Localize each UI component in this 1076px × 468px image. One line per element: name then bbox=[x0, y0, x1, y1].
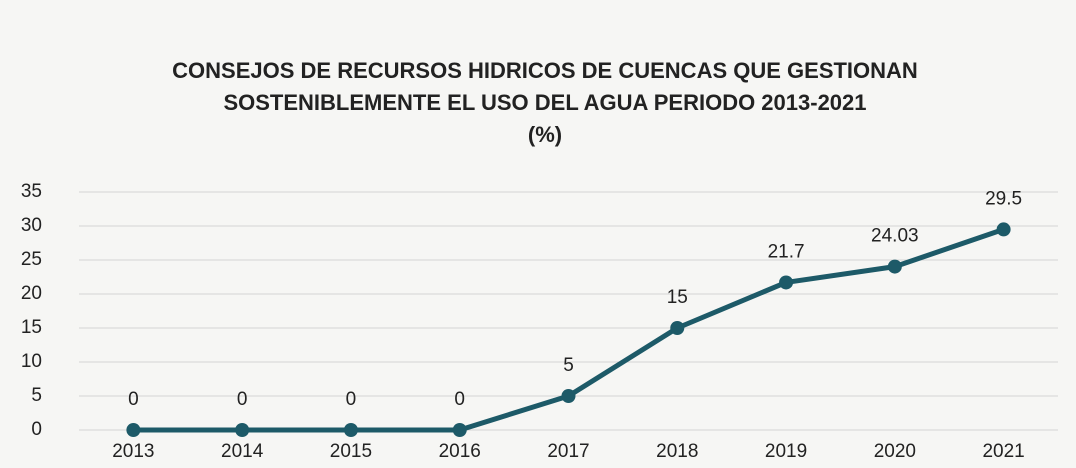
marker bbox=[779, 275, 794, 290]
data-label: 21.7 bbox=[768, 241, 805, 262]
marker bbox=[126, 423, 141, 437]
y-tick-label: 20 bbox=[21, 283, 42, 304]
marker bbox=[452, 423, 467, 437]
chart-title: (%) bbox=[528, 122, 562, 147]
y-tick-label: 5 bbox=[31, 385, 42, 406]
x-tick-label: 2021 bbox=[982, 441, 1024, 462]
x-tick-label: 2018 bbox=[656, 441, 698, 462]
y-tick-label: 25 bbox=[21, 249, 42, 270]
data-label: 0 bbox=[346, 389, 357, 410]
y-tick-label: 10 bbox=[21, 351, 42, 372]
x-tick-label: 2014 bbox=[221, 441, 264, 462]
data-label: 0 bbox=[454, 389, 465, 410]
data-label: 29.5 bbox=[985, 188, 1022, 209]
chart-title: CONSEJOS DE RECURSOS HIDRICOS DE CUENCAS… bbox=[172, 58, 918, 83]
marker bbox=[996, 222, 1011, 237]
data-label: 5 bbox=[563, 355, 574, 376]
chart-title: SOSTENIBLEMENTE EL USO DEL AGUA PERIODO … bbox=[223, 90, 866, 115]
y-tick-label: 35 bbox=[21, 181, 42, 202]
data-label: 0 bbox=[237, 389, 248, 410]
y-tick-label: 30 bbox=[21, 215, 42, 236]
x-tick-label: 2017 bbox=[547, 441, 589, 462]
x-tick-label: 2015 bbox=[330, 441, 372, 462]
y-tick-label: 0 bbox=[31, 419, 42, 440]
data-label: 15 bbox=[667, 287, 688, 308]
marker bbox=[235, 423, 250, 437]
data-label: 24.03 bbox=[871, 226, 919, 247]
x-tick-label: 2016 bbox=[439, 441, 481, 462]
marker bbox=[343, 423, 358, 437]
x-tick-label: 2013 bbox=[112, 441, 154, 462]
marker bbox=[561, 389, 576, 403]
y-tick-label: 15 bbox=[21, 317, 42, 338]
x-tick-label: 2019 bbox=[765, 441, 807, 462]
x-tick-label: 2020 bbox=[874, 441, 916, 462]
marker bbox=[887, 259, 902, 274]
marker bbox=[670, 321, 685, 335]
data-label: 0 bbox=[128, 389, 139, 410]
